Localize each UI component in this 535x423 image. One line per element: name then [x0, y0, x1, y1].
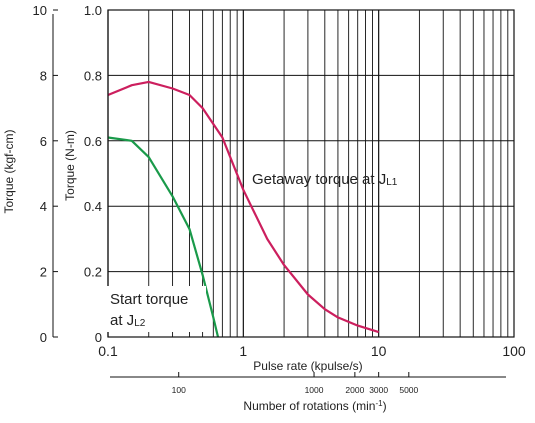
x2-axis-label: Number of rotations (min-1) [243, 399, 386, 414]
y2-tick-label: 10 [33, 3, 47, 18]
y-tick-label: 0.4 [84, 199, 102, 214]
y2-tick-label: 0 [40, 330, 47, 345]
y-tick-label: 0 [95, 330, 102, 345]
y-tick-label: 1.0 [84, 3, 102, 18]
annotation-getaway-torque: Getaway torque at JL1 [252, 171, 398, 188]
x-axis-label: Pulse rate (kpulse/s) [253, 359, 362, 373]
x-tick-label: 1 [239, 343, 247, 359]
y-tick-label: 0.8 [84, 68, 102, 83]
x2-tick-label: 1000 [305, 385, 324, 395]
x2-tick-label: 3000 [369, 385, 388, 395]
y2-tick-label: 6 [40, 134, 47, 149]
x-tick-label: 10 [371, 343, 387, 359]
x2-tick-label: 5000 [399, 385, 418, 395]
y2-tick-label: 4 [40, 199, 47, 214]
x2-tick-label: 2000 [345, 385, 364, 395]
annotation-start-torque-line1: Start torque [110, 291, 188, 308]
y-axis-label: Torque (N-m) [63, 130, 77, 201]
y2-tick-label: 8 [40, 68, 47, 83]
y2-axis-label: Torque (kgf-cm) [2, 129, 16, 213]
x-tick-label: 0.1 [98, 343, 118, 359]
y-tick-label: 0.2 [84, 265, 102, 280]
y2-tick-label: 2 [40, 265, 47, 280]
x-tick-label: 100 [502, 343, 526, 359]
y-tick-label: 0.6 [84, 134, 102, 149]
x2-tick-label: 100 [172, 385, 186, 395]
